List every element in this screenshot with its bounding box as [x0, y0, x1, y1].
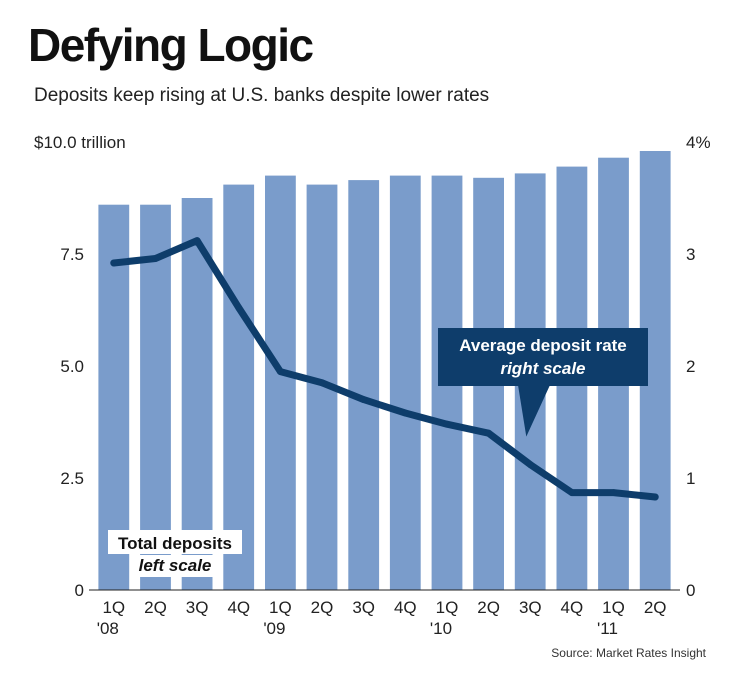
- left-tick-label: $10.0 trillion: [34, 133, 126, 152]
- rate-legend-label: Average deposit rate: [459, 336, 627, 355]
- left-tick-label: 7.5: [60, 245, 84, 264]
- rate-point-14: [651, 493, 659, 501]
- bar-deposits-5: [265, 175, 296, 590]
- right-tick-label: 0: [686, 581, 695, 600]
- axes: 0 2.5 5.0 7.5 $10.0 trillion 0 1 2 3 4% 1Q '08 2Q 3Q 4…: [34, 133, 711, 638]
- rate-point-9: [443, 420, 451, 428]
- deposits-label-bg: [108, 530, 242, 554]
- x-tick-label: 1Q: [436, 598, 459, 617]
- x-tick-label: 3Q: [352, 598, 375, 617]
- annotations: Average deposit rate right scale Total dep…: [108, 328, 648, 577]
- x-tick-year: '11: [597, 619, 618, 638]
- x-tick-label: 3Q: [186, 598, 209, 617]
- source-note: Source: Market Rates Insight: [551, 646, 706, 660]
- rate-point-10: [485, 429, 492, 437]
- rate-point-13: [610, 489, 617, 496]
- x-tick-label: 2Q: [477, 598, 500, 617]
- x-tick-label: 1Q: [602, 598, 625, 617]
- x-tick-year: '10: [430, 619, 452, 638]
- x-tick-label: 2Q: [144, 598, 167, 617]
- rate-callout-pointer: [518, 385, 550, 437]
- deposits-legend-label: Total deposits: [118, 534, 232, 553]
- deposits-legend-scale: left scale: [139, 556, 212, 575]
- x-tick-label: 4Q: [561, 598, 584, 617]
- rate-point-4: [235, 304, 243, 312]
- rate-point-8: [401, 409, 409, 417]
- rate-point-12: [568, 489, 576, 496]
- x-tick-label: 3Q: [519, 598, 542, 617]
- x-tick-label: 2Q: [644, 598, 667, 617]
- chart-title: Defying Logic: [28, 19, 314, 71]
- rate-point-3: [193, 237, 201, 245]
- rate-point-1: [110, 259, 118, 267]
- x-tick-year: '08: [97, 619, 119, 638]
- x-tick-year: '09: [263, 619, 285, 638]
- rate-callout-box: [438, 328, 648, 386]
- x-tick-label: 4Q: [394, 598, 417, 617]
- rate-point-7: [360, 396, 368, 403]
- right-tick-label: 1: [686, 469, 695, 488]
- deposit-bars: [98, 151, 671, 591]
- right-tick-label: 2: [686, 357, 695, 376]
- left-tick-label: 0: [75, 581, 84, 600]
- left-tick-label: 5.0: [60, 357, 84, 376]
- rate-point-5: [277, 368, 284, 375]
- x-tick-label: 1Q: [102, 598, 125, 617]
- bar-deposits-4: [223, 184, 255, 590]
- rate-line: [110, 237, 659, 501]
- x-tick-label: 2Q: [311, 598, 334, 617]
- rate-point-2: [152, 255, 159, 262]
- deposits-sublabel-bg: [130, 555, 222, 577]
- bar-deposits-1: [98, 204, 130, 590]
- bar-deposits-2: [140, 204, 171, 590]
- chart-subtitle: Deposits keep rising at U.S. banks despi…: [34, 85, 490, 106]
- x-tick-label: 4Q: [227, 598, 250, 617]
- rate-point-11: [526, 461, 534, 468]
- right-tick-label: 3: [686, 245, 695, 264]
- rate-point-6: [318, 379, 326, 387]
- bar-deposits-7: [348, 180, 380, 590]
- rate-line-path: [110, 237, 659, 501]
- bar-deposits-8: [389, 175, 421, 590]
- left-tick-label: 2.5: [60, 469, 84, 488]
- x-tick-label: 1Q: [269, 598, 292, 617]
- right-tick-label: 4%: [686, 133, 711, 152]
- rate-legend-scale: right scale: [500, 359, 585, 378]
